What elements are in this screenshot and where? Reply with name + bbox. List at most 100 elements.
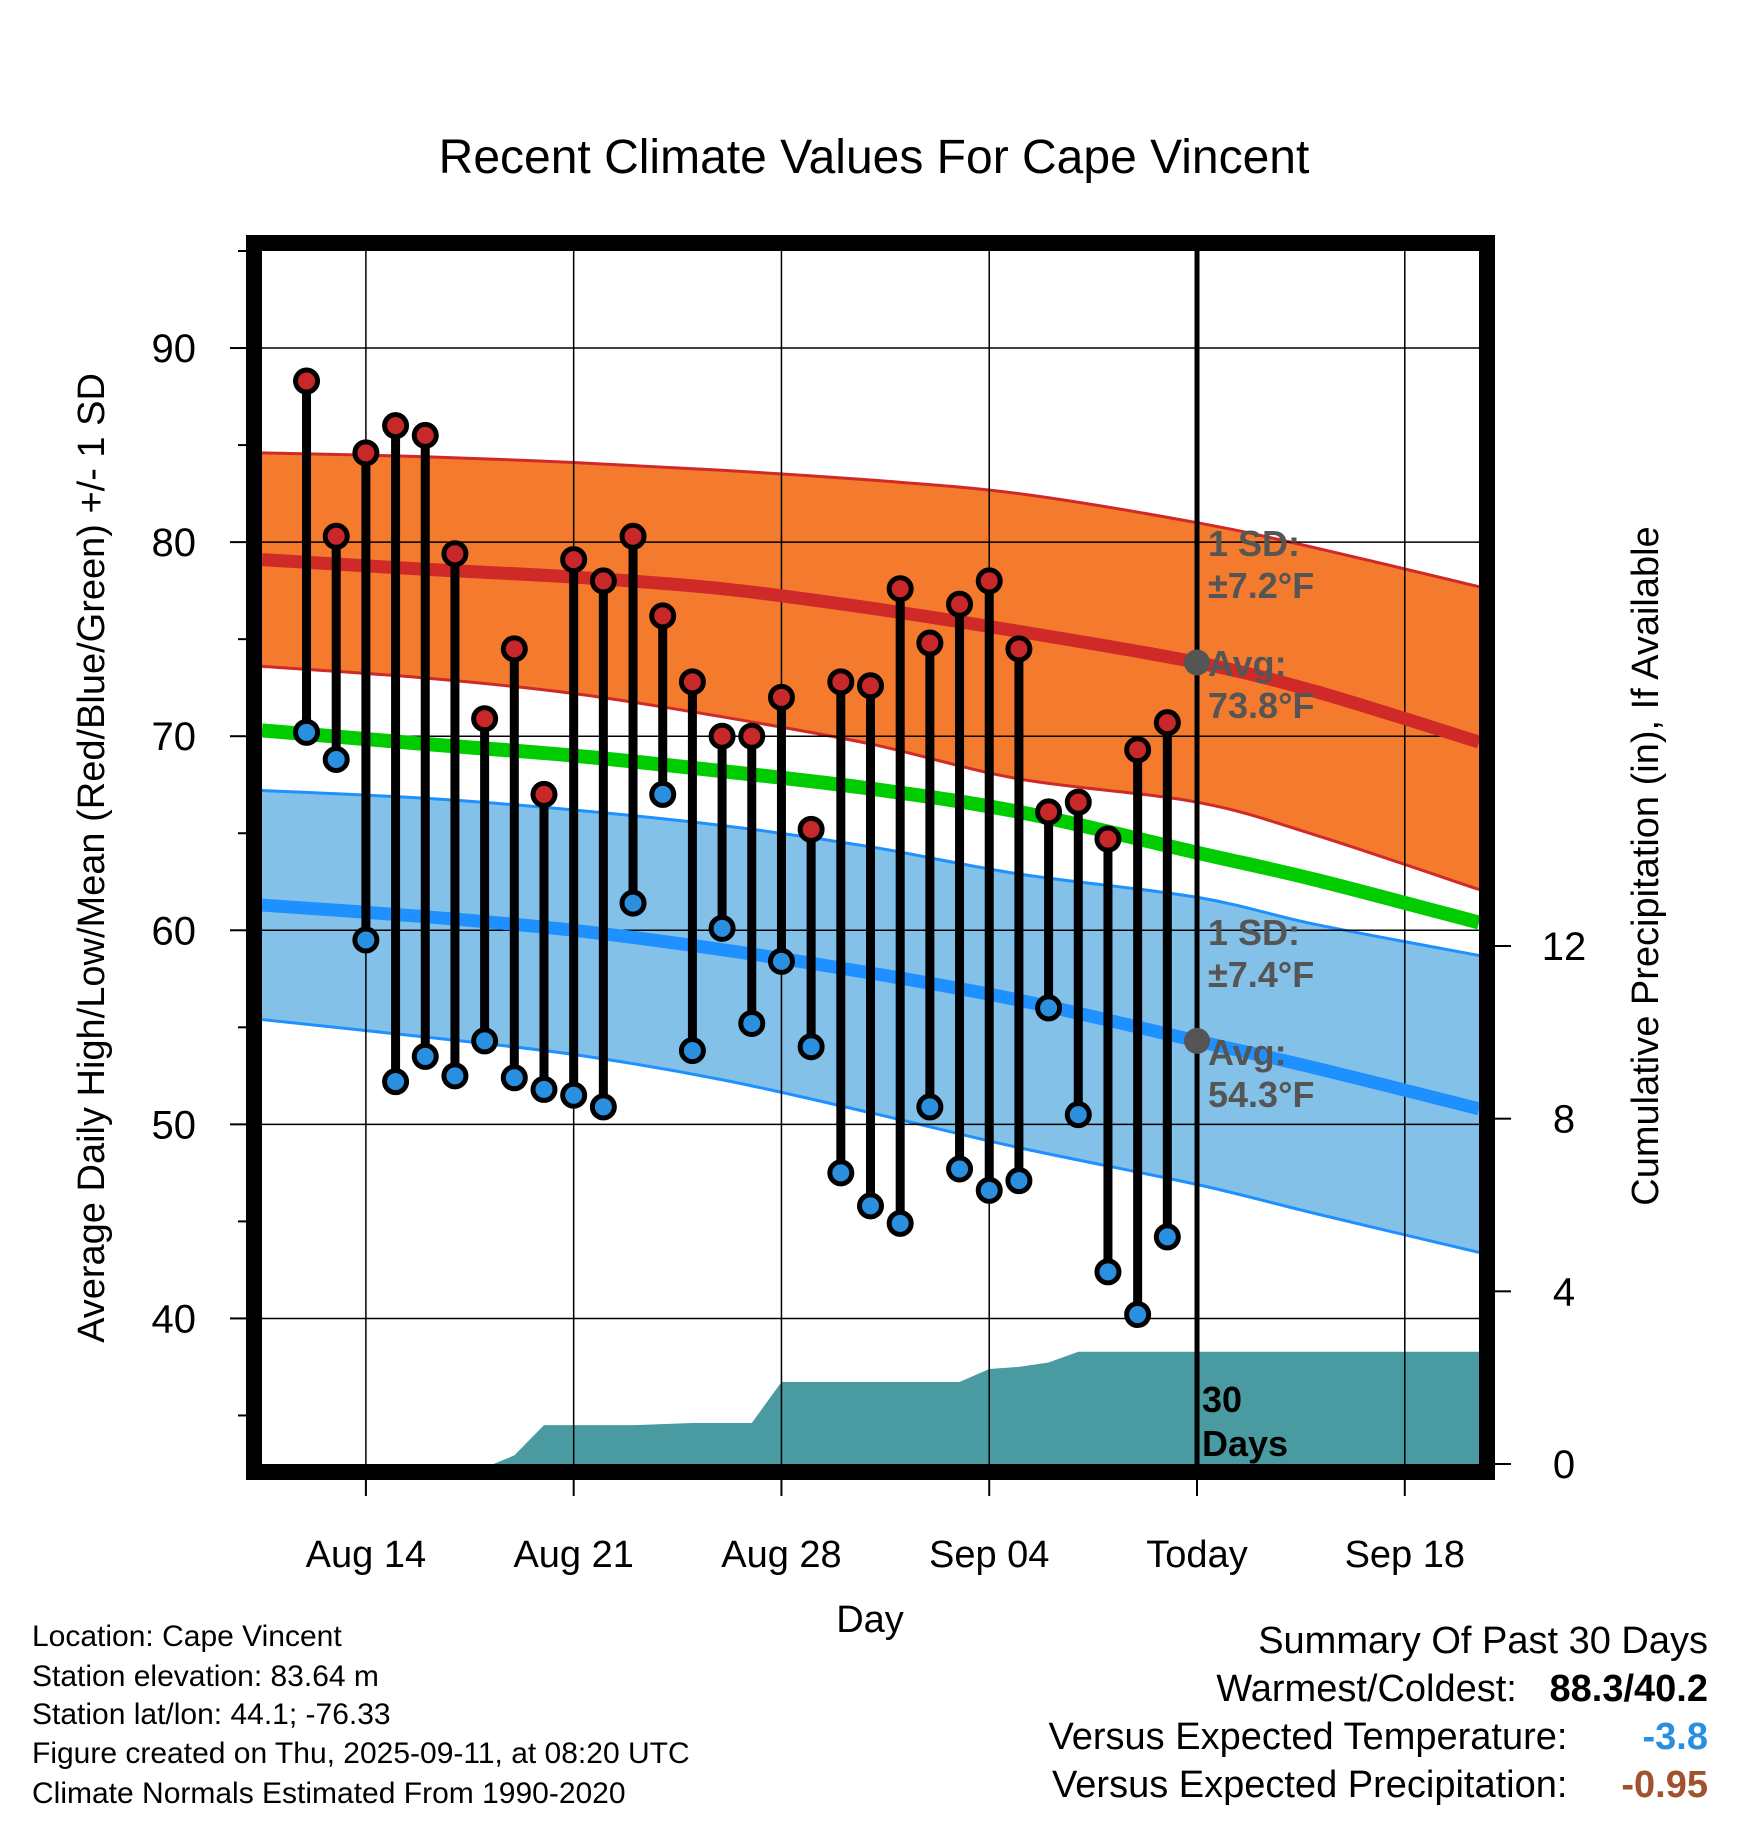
plot-frame <box>246 235 1495 1480</box>
daily-high-point-2 <box>322 522 350 550</box>
daily-low-point-3 <box>352 926 380 954</box>
daily-high-point-29 <box>1124 736 1152 764</box>
x-tick-label-2: Aug 28 <box>721 1534 841 1576</box>
summary-temp-value: -3.8 <box>1642 1716 1708 1758</box>
y2-axis-label: Cumulative Precipitation (in), If Availa… <box>1625 526 1667 1205</box>
summary-temp-label: Versus Expected Temperature: <box>1048 1716 1568 1758</box>
daily-low-point-28 <box>1094 1258 1122 1286</box>
daily-high-point-21 <box>886 575 914 603</box>
daily-high-point-10 <box>560 546 588 574</box>
daily-low-point-14 <box>678 1037 706 1065</box>
daily-low-point-8 <box>500 1064 528 1092</box>
summary-heading: Summary Of Past 30 Days <box>1258 1620 1708 1662</box>
daily-low-point-12 <box>619 889 647 917</box>
daily-low-point-4 <box>382 1068 410 1096</box>
daily-high-point-17 <box>767 683 795 711</box>
summary-temp: Versus Expected Temperature: -3.8 <box>1049 1716 1708 1759</box>
y2-tick-label-0: 12 <box>1542 925 1587 969</box>
y2-tick-label-2: 4 <box>1553 1270 1575 1314</box>
high-avg-dot <box>1184 649 1211 676</box>
daily-high-point-25 <box>1005 635 1033 663</box>
x-tick-label-0: Aug 14 <box>306 1534 426 1576</box>
daily-high-point-24 <box>975 567 1003 595</box>
daily-high-point-1 <box>293 367 321 395</box>
daily-low-point-7 <box>471 1027 499 1055</box>
daily-high-point-27 <box>1064 788 1092 816</box>
daily-low-point-22 <box>916 1093 944 1121</box>
daily-low-point-2 <box>322 745 350 773</box>
summary-warm-cold-value: 88.3/40.2 <box>1549 1668 1708 1710</box>
daily-high-point-5 <box>411 421 439 449</box>
summary-warm-cold-label: Warmest/Coldest: <box>1216 1668 1517 1710</box>
daily-high-point-22 <box>916 629 944 657</box>
daily-high-point-28 <box>1094 825 1122 853</box>
x-tick-label-1: Aug 21 <box>513 1534 633 1576</box>
footer-elevation: Station elevation: 83.64 m <box>32 1660 379 1693</box>
daily-low-point-23 <box>946 1155 974 1183</box>
daily-low-point-13 <box>649 780 677 808</box>
daily-low-point-19 <box>827 1159 855 1187</box>
daily-high-point-18 <box>797 815 825 843</box>
high-avg-annotation: Avg: 73.8°F <box>1208 643 1314 726</box>
daily-high-point-3 <box>352 439 380 467</box>
daily-high-point-15 <box>708 722 736 750</box>
y2-tick-label-1: 8 <box>1553 1098 1575 1142</box>
low-avg-dot <box>1184 1027 1211 1054</box>
daily-low-point-30 <box>1153 1223 1181 1251</box>
daily-high-point-6 <box>441 540 469 568</box>
daily-low-point-6 <box>441 1062 469 1090</box>
daily-high-point-20 <box>857 672 884 700</box>
y-tick-label-5: 40 <box>152 1297 197 1341</box>
footer-created: Figure created on Thu, 2025-09-11, at 08… <box>32 1737 690 1770</box>
daily-low-point-21 <box>886 1209 914 1237</box>
daily-high-point-11 <box>589 567 617 595</box>
daily-high-point-16 <box>738 722 766 750</box>
summary-precip-value: -0.95 <box>1621 1764 1708 1806</box>
daily-low-point-26 <box>1035 994 1063 1022</box>
plot-border <box>246 235 1495 1480</box>
footer-normals: Climate Normals Estimated From 1990-2020 <box>32 1777 626 1810</box>
daily-high-point-7 <box>471 705 499 733</box>
today-marker <box>1184 251 1211 1464</box>
precip-layer <box>262 1351 1479 1464</box>
daily-low-point-29 <box>1124 1301 1152 1329</box>
daily-high-point-26 <box>1035 798 1063 826</box>
daily-low-point-10 <box>560 1081 588 1109</box>
high-normal-line <box>261 553 1481 749</box>
footer-location: Location: Cape Vincent <box>32 1620 342 1653</box>
footer-latlon: Station lat/lon: 44.1; -76.33 <box>32 1698 391 1731</box>
daily-low-point-27 <box>1064 1101 1092 1129</box>
daily-low-point-16 <box>738 1009 766 1037</box>
x-tick-label-4: Today <box>1146 1534 1247 1576</box>
daily-high-point-14 <box>678 668 706 696</box>
y-tick-label-4: 50 <box>152 1103 197 1147</box>
daily-low-point-18 <box>797 1033 825 1061</box>
daily-high-point-19 <box>827 668 855 696</box>
chart-title: Recent Climate Values For Cape Vincent <box>438 131 1310 184</box>
summary-warm-cold: Warmest/Coldest: 88.3/40.2 <box>1216 1668 1708 1711</box>
y-axis-label: Average Daily High/Low/Mean (Red/Blue/Gr… <box>71 373 113 1343</box>
y-tick-label-3: 60 <box>152 909 197 953</box>
summary-precip-label: Versus Expected Precipitation: <box>1052 1764 1568 1806</box>
y-tick-label-2: 70 <box>152 715 197 759</box>
daily-low-point-1 <box>293 718 321 746</box>
annotations: 1 SD: ±7.2°F Avg: 73.8°F 1 SD: ±7.4°F Avg: 54.3… <box>1202 523 1314 1464</box>
daily-low-point-17 <box>767 947 795 975</box>
y-tick-label-0: 90 <box>152 327 197 371</box>
x-tick-label-5: Sep 18 <box>1345 1534 1465 1576</box>
daily-low-point-20 <box>857 1192 884 1220</box>
daily-low-point-24 <box>975 1176 1003 1204</box>
daily-low-point-11 <box>589 1093 617 1121</box>
summary-precip: Versus Expected Precipitation: -0.95 <box>1052 1764 1708 1807</box>
daily-high-point-8 <box>500 635 528 663</box>
y2-tick-label-3: 0 <box>1553 1443 1575 1487</box>
daily-high-point-9 <box>530 780 558 808</box>
high-sd-annotation: 1 SD: ±7.2°F <box>1208 523 1314 606</box>
daily-low-point-15 <box>708 914 736 942</box>
daily-high-point-4 <box>382 412 410 440</box>
low-avg-annotation: Avg: 54.3°F <box>1208 1032 1314 1115</box>
high-sd-band-upper-edge <box>261 451 1480 589</box>
daily-high-point-12 <box>619 522 647 550</box>
